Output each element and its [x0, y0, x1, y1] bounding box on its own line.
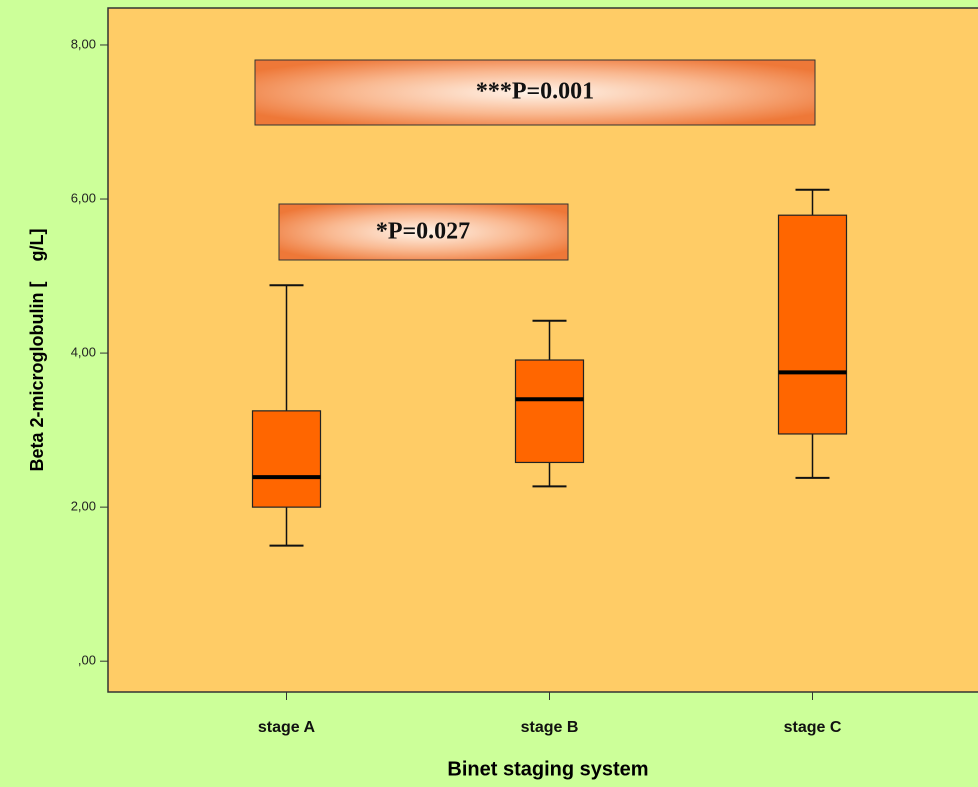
y-tick-label: 2,00 [71, 499, 96, 514]
y-tick-label: 6,00 [71, 190, 96, 205]
annotation-box [254, 59, 816, 126]
box [251, 410, 322, 508]
x-tick-label: stage B [521, 719, 579, 736]
x-tick-label: stage A [258, 719, 316, 736]
y-axis-title: Beta 2-microglobulin [ g/L] [27, 229, 47, 472]
y-tick-label: 8,00 [71, 36, 96, 51]
box [514, 359, 585, 464]
x-tick-label: stage C [784, 719, 842, 736]
annotation-box [278, 203, 569, 261]
x-axis-title: Binet staging system [447, 758, 648, 780]
annotation: *P=0.027 [376, 219, 470, 245]
y-tick-label: ,00 [78, 653, 96, 668]
y-tick-label: 4,00 [71, 345, 96, 360]
box [777, 214, 848, 435]
annotation: ***P=0.001 [476, 79, 594, 105]
